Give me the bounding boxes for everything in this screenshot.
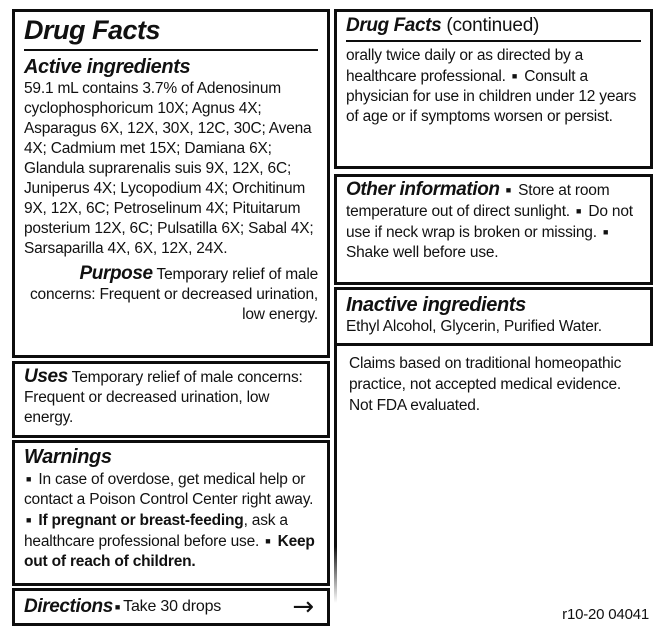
arrow-right-icon: → <box>292 592 314 622</box>
uses-heading: Uses <box>24 366 68 387</box>
active-ingredients-body: 59.1 mL contains 3.7% of Adenosinum cycl… <box>24 80 314 258</box>
warnings-body: ■ In case of overdose, get medical help … <box>24 471 315 570</box>
claims-note: Claims based on traditional homeopathic … <box>349 355 622 414</box>
panel-drug-facts: Drug Facts Active ingredients 59.1 mL co… <box>12 9 330 358</box>
panel-other-information: Other information ■ Store at room temper… <box>334 174 653 285</box>
bullet-icon: ■ <box>114 602 121 612</box>
inactive-ingredients-heading: Inactive ingredients <box>346 294 526 316</box>
directions-text: Take 30 drops <box>123 598 222 615</box>
bullet-icon: ■ <box>576 206 582 216</box>
active-ingredients-heading: Active ingredients <box>24 56 191 79</box>
title-divider <box>346 40 641 42</box>
bullet-icon: ■ <box>26 515 32 525</box>
purpose-heading: Purpose <box>79 263 154 285</box>
panel-inactive-ingredients: Inactive ingredients Ethyl Alcohol, Glyc… <box>334 287 653 346</box>
drug-facts-title: Drug Facts <box>24 15 161 45</box>
inactive-ingredients-body: Ethyl Alcohol, Glycerin, Purified Water. <box>346 318 602 335</box>
continued-title: Drug Facts <box>346 15 442 36</box>
bullet-icon: ■ <box>602 227 609 237</box>
continued-title-row: Drug Facts (continued) <box>346 15 641 37</box>
other-information-paragraph: Other information ■ Store at room temper… <box>346 180 641 263</box>
uses-paragraph: Uses Temporary relief of male concerns: … <box>24 367 318 428</box>
section-active-ingredients: Active ingredients 59.1 mL contains 3.7%… <box>24 55 318 259</box>
bullet-icon: ■ <box>265 536 271 546</box>
column-divider-line <box>334 345 337 603</box>
warnings-heading: Warnings <box>24 446 112 468</box>
uses-body: Temporary relief of male concerns: Frequ… <box>24 369 303 426</box>
panel-uses: Uses Temporary relief of male concerns: … <box>12 361 330 438</box>
panel-warnings: Warnings ■ In case of overdose, get medi… <box>12 440 330 586</box>
other-information-heading: Other information <box>346 179 500 200</box>
bullet-icon: ■ <box>26 474 32 484</box>
bullet-icon: ■ <box>505 185 512 195</box>
directions-heading: Directions <box>24 596 113 617</box>
continued-title-suffix: (continued) <box>441 15 540 36</box>
bullet-icon: ■ <box>511 71 518 81</box>
title-divider <box>24 49 318 52</box>
purpose-body: Temporary relief of male concerns: Frequ… <box>30 266 318 324</box>
section-purpose: Purpose Temporary relief of male concern… <box>24 264 318 325</box>
revision-code: r10-20 04041 <box>562 606 649 623</box>
other-information-body: ■ Store at room temperature out of direc… <box>346 182 633 261</box>
continued-body: orally twice daily or as directed by a h… <box>346 47 637 125</box>
panel-drug-facts-continued: Drug Facts (continued) orally twice dail… <box>334 9 653 169</box>
panel-directions: Directions ■ Take 30 drops → <box>12 588 330 626</box>
